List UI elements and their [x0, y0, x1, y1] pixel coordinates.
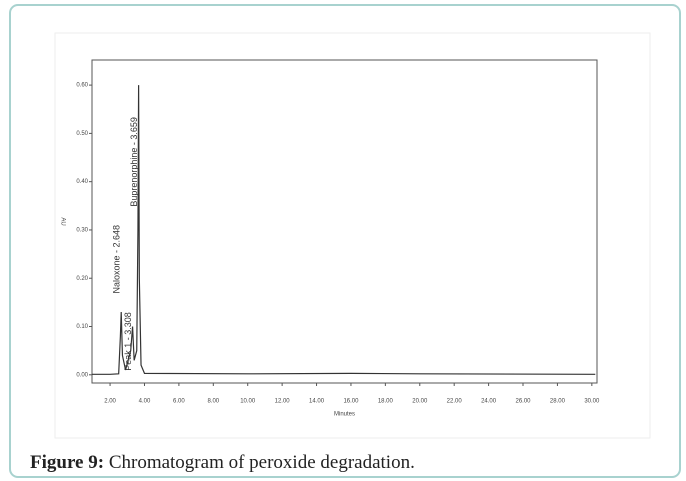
x-tick-label: 2.00 — [104, 399, 116, 405]
y-tick-label: 0.40 — [76, 179, 88, 185]
chromatogram-line — [92, 85, 596, 375]
image-area — [54, 32, 651, 439]
x-tick-label: 26.00 — [516, 399, 532, 405]
peak-label: Buprenorphine - 3.659 — [129, 117, 139, 207]
y-tick-label: 0.10 — [76, 324, 88, 330]
x-tick-label: 4.00 — [139, 399, 151, 405]
x-tick-label: 16.00 — [343, 399, 359, 405]
peak-label: Naloxone - 2.648 — [112, 225, 122, 294]
y-tick-label: 0.00 — [76, 372, 88, 378]
x-tick-label: 24.00 — [481, 399, 497, 405]
x-axis-label: Minutes — [334, 412, 355, 418]
x-tick-label: 22.00 — [447, 399, 463, 405]
x-tick-label: 14.00 — [309, 399, 325, 405]
y-tick-label: 0.50 — [76, 131, 88, 137]
caption-text: Chromatogram of peroxide degradation. — [109, 452, 415, 473]
y-tick-label: 0.30 — [76, 228, 88, 234]
x-tick-label: 8.00 — [207, 399, 219, 405]
y-axis-label: AU — [59, 217, 65, 225]
x-tick-label: 12.00 — [275, 399, 291, 405]
caption: Figure 9: Chromatogram of peroxide degra… — [30, 452, 415, 473]
x-tick-label: 28.00 — [550, 399, 566, 405]
x-tick-label: 6.00 — [173, 399, 185, 405]
caption-label: Figure 9: — [30, 452, 104, 473]
y-tick-label: 0.20 — [76, 276, 88, 282]
x-tick-label: 20.00 — [412, 399, 428, 405]
x-tick-label: 10.00 — [240, 399, 256, 405]
peak-label: Peak 1 - 3.308 — [123, 312, 133, 371]
plot-frame — [91, 59, 598, 384]
x-tick-label: 18.00 — [378, 399, 394, 405]
y-tick-label: 0.60 — [76, 83, 88, 89]
x-tick-label: 30.00 — [584, 399, 600, 405]
